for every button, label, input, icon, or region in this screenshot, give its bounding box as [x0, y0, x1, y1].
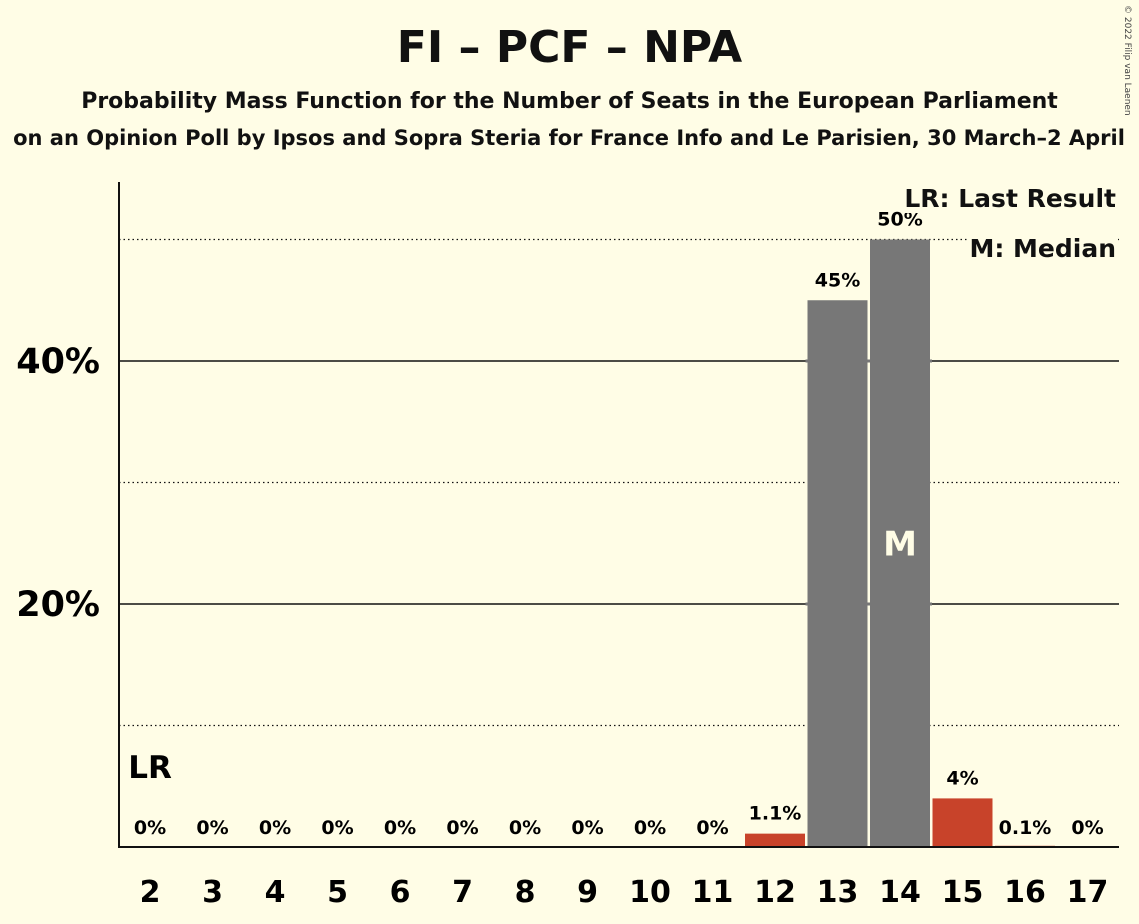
- bar-value-label: 0%: [134, 817, 166, 839]
- gridlines: 20% 40%: [16, 238, 1119, 727]
- bar: [870, 239, 930, 847]
- bar-value-label: 0%: [509, 817, 541, 839]
- bar-value-label: 0%: [571, 817, 603, 839]
- x-tick-label: 15: [942, 875, 984, 910]
- chart-title: FI – PCF – NPA: [396, 22, 743, 73]
- bar-value-label: 0%: [634, 817, 666, 839]
- axes: [118, 182, 1119, 848]
- x-tick-label: 12: [754, 875, 796, 910]
- x-tick-label: 5: [327, 875, 348, 910]
- bar-value-label: 50%: [877, 209, 922, 231]
- y-tick-label: 20%: [16, 585, 100, 625]
- chart-subtitle: Probability Mass Function for the Number…: [81, 89, 1058, 114]
- bars: [745, 239, 1055, 847]
- bar-value-label: 45%: [815, 269, 860, 291]
- bar: [807, 300, 868, 847]
- legend-last-result: LR: Last Result: [902, 184, 1118, 213]
- x-tick-label: 10: [629, 875, 671, 910]
- x-tick-label: 6: [390, 875, 411, 910]
- bar-value-label: 1.1%: [749, 803, 802, 825]
- bar-value-label: 0%: [321, 817, 353, 839]
- x-tick-label: 17: [1067, 875, 1109, 910]
- x-tick-label: 3: [202, 875, 223, 910]
- bar-value-label: 0%: [259, 817, 291, 839]
- bar-value-label: 0%: [196, 817, 228, 839]
- x-tick-label: 2: [140, 875, 161, 910]
- bar-value-label: 0.1%: [999, 817, 1052, 839]
- bar: [745, 833, 805, 847]
- median-marker: M: [883, 524, 917, 564]
- last-result-marker: LR: [128, 750, 172, 786]
- bar-labels: 0%2LR0%30%40%50%60%70%80%90%100%111.1%12…: [128, 209, 1108, 911]
- bar-value-label: 0%: [696, 817, 728, 839]
- x-tick-label: 7: [452, 875, 473, 910]
- y-tick-label: 40%: [16, 342, 100, 382]
- bar-value-label: 0%: [384, 817, 416, 839]
- chart-source: on an Opinion Poll by Ipsos and Sopra St…: [13, 126, 1125, 150]
- bar-value-label: 4%: [946, 767, 978, 789]
- x-tick-label: 9: [577, 875, 598, 910]
- x-tick-label: 13: [817, 875, 859, 910]
- bar-value-label: 0%: [446, 817, 478, 839]
- legend-median: M: Median: [967, 234, 1118, 263]
- x-tick-label: 14: [879, 875, 921, 910]
- bar: [932, 798, 993, 847]
- x-tick-label: 8: [515, 875, 536, 910]
- x-tick-label: 16: [1004, 875, 1046, 910]
- x-tick-label: 11: [692, 875, 734, 910]
- bar-value-label: 0%: [1071, 817, 1103, 839]
- x-tick-label: 4: [265, 875, 286, 910]
